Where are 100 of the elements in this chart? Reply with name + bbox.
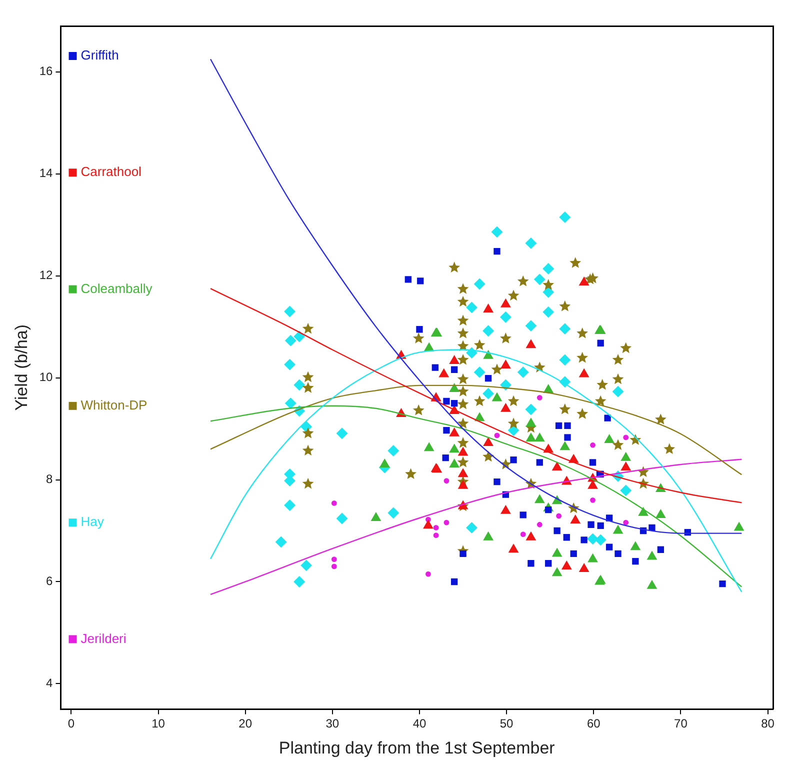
point <box>302 444 314 456</box>
y-tick-label: 12 <box>39 268 54 282</box>
point <box>559 403 571 414</box>
point <box>433 524 439 530</box>
line-series <box>210 288 742 504</box>
point <box>457 327 469 338</box>
point <box>331 556 337 562</box>
legend-label: Whitton-DP <box>80 398 148 412</box>
point <box>590 497 596 503</box>
point <box>570 550 577 558</box>
point <box>302 382 314 393</box>
point <box>621 452 631 461</box>
point <box>412 332 424 344</box>
point <box>630 542 640 550</box>
point <box>528 560 534 567</box>
x-tick-label: 20 <box>238 716 252 731</box>
point <box>416 326 423 333</box>
point <box>444 478 450 484</box>
point <box>525 238 536 249</box>
point <box>654 414 666 424</box>
y-tick-label: 8 <box>46 472 54 486</box>
point <box>534 432 544 442</box>
point <box>458 447 468 456</box>
point <box>526 340 536 348</box>
point <box>439 368 449 378</box>
point <box>443 426 450 434</box>
point <box>606 544 613 550</box>
point <box>594 395 606 406</box>
x-tick-label: 50 <box>500 716 514 731</box>
point <box>474 412 484 422</box>
point <box>466 522 478 534</box>
point <box>648 524 656 532</box>
point <box>500 332 512 344</box>
point <box>500 360 511 369</box>
point <box>556 513 562 519</box>
point <box>517 275 529 286</box>
point <box>612 373 624 384</box>
point <box>612 354 624 365</box>
point <box>612 386 624 398</box>
point <box>483 304 494 312</box>
point <box>302 478 314 489</box>
point <box>604 414 611 422</box>
point <box>458 480 468 489</box>
point <box>596 378 608 390</box>
point <box>276 536 287 548</box>
point <box>405 468 416 480</box>
point <box>576 408 588 419</box>
point <box>457 314 469 326</box>
point <box>576 352 588 363</box>
point <box>612 439 624 450</box>
point <box>542 279 554 290</box>
point <box>491 364 503 374</box>
x-tick-label: 60 <box>586 716 601 731</box>
point <box>457 373 469 384</box>
point <box>449 458 460 468</box>
point <box>552 568 562 576</box>
point <box>520 512 526 518</box>
point <box>500 298 511 308</box>
point <box>508 290 520 301</box>
line-series <box>210 58 742 534</box>
point <box>563 534 570 541</box>
point <box>520 532 526 538</box>
point <box>564 434 571 441</box>
point <box>491 226 502 238</box>
point <box>457 283 469 294</box>
x-tick-label: 30 <box>326 716 340 731</box>
point <box>433 532 439 538</box>
point <box>336 513 348 524</box>
point <box>526 532 536 540</box>
point <box>432 364 438 371</box>
point <box>579 368 589 378</box>
point <box>597 340 604 346</box>
point <box>302 427 314 438</box>
point <box>294 331 305 342</box>
point <box>542 263 554 274</box>
point <box>404 276 412 283</box>
point <box>449 384 460 392</box>
point <box>500 312 512 323</box>
point <box>484 374 492 382</box>
point <box>587 272 598 284</box>
point <box>664 443 676 454</box>
point <box>336 428 348 439</box>
point <box>449 444 460 453</box>
point <box>570 257 582 268</box>
point <box>457 296 469 307</box>
point <box>331 500 337 506</box>
y-tick-label: 4 <box>46 676 54 690</box>
point <box>559 212 570 223</box>
point <box>545 560 552 567</box>
point <box>613 525 623 534</box>
point <box>564 422 571 430</box>
point <box>588 521 594 528</box>
point <box>457 418 469 429</box>
point <box>302 371 314 382</box>
point <box>623 434 629 440</box>
legend-label: Carrathool <box>80 164 142 180</box>
point <box>656 509 666 518</box>
point <box>526 432 536 442</box>
point <box>412 404 424 416</box>
point <box>466 302 478 313</box>
